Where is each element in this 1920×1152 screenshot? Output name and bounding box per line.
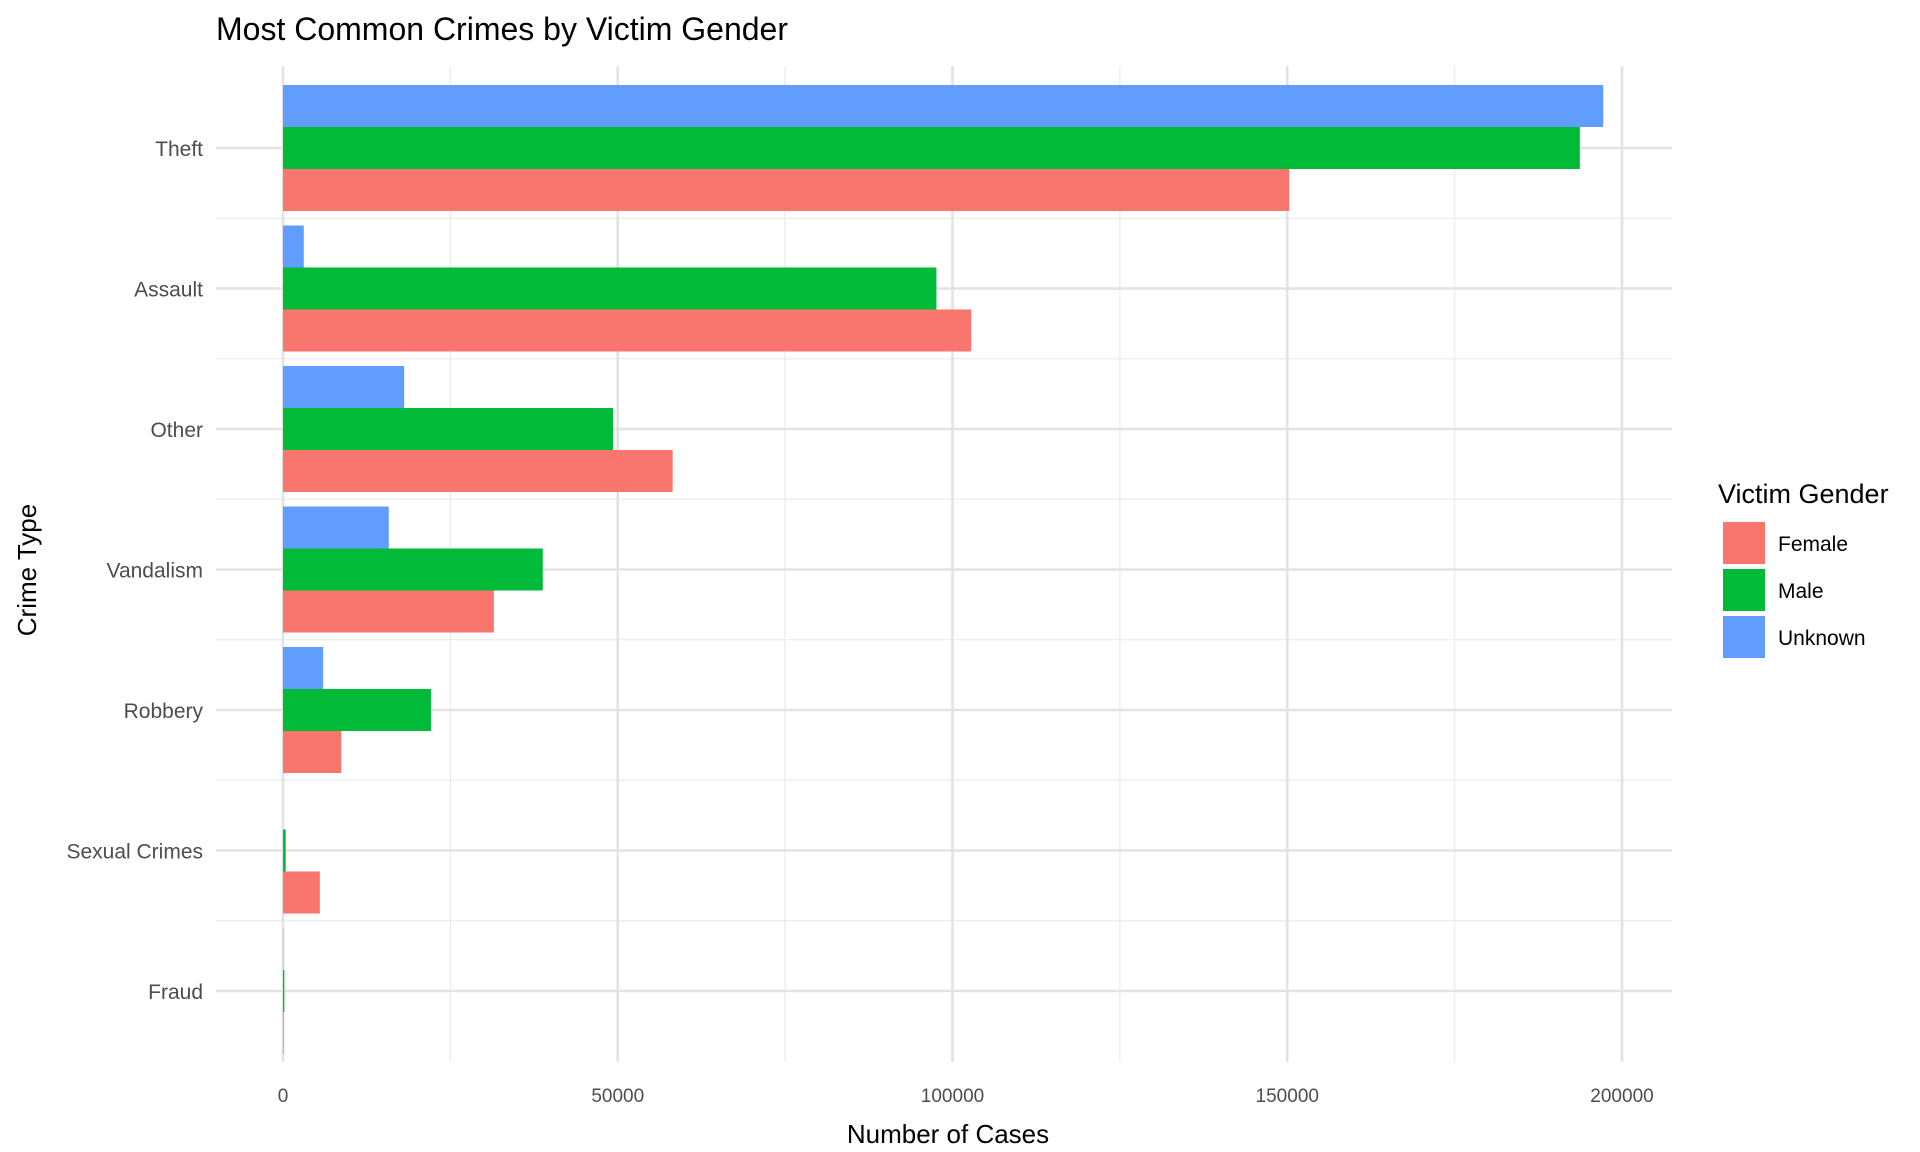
legend-key-female [1723, 522, 1765, 564]
bar-unknown-other [283, 366, 405, 408]
bar-male-assault [283, 267, 937, 310]
x-tick-label: 200000 [1590, 1086, 1653, 1107]
legend-title: Victim Gender [1718, 479, 1889, 509]
bars [283, 85, 1604, 1054]
legend-key-unknown [1723, 616, 1765, 658]
minor-gridlines [216, 66, 1672, 1062]
bar-male-vandalism [283, 548, 543, 591]
legend-key-male [1723, 569, 1765, 611]
bar-female-fraud [283, 1012, 284, 1054]
bar-male-robbery [283, 689, 431, 731]
bar-unknown-theft [283, 85, 1604, 127]
bar-male-fraud [283, 970, 285, 1012]
y-tick-label: Fraud [148, 981, 203, 1004]
x-tick-label: 50000 [591, 1086, 644, 1107]
bar-male-theft [283, 127, 1580, 169]
bar-female-theft [283, 169, 1290, 211]
legend: Victim Gender Female Male Unknown [1718, 479, 1889, 658]
bar-female-vandalism [283, 590, 494, 633]
legend-label-unknown: Unknown [1778, 627, 1866, 650]
y-axis-ticks: Fraud Sexual Crimes Robbery Vandalism Other A… [66, 138, 203, 1004]
bar-unknown-vandalism [283, 506, 389, 549]
bar-female-sexual-crimes [283, 871, 320, 914]
y-tick-label: Robbery [124, 700, 204, 723]
x-axis-title: Number of Cases [847, 1119, 1049, 1149]
bar-female-assault [283, 309, 972, 352]
x-axis-ticks: 0 50000 100000 150000 200000 [278, 1086, 1654, 1107]
y-tick-label: Other [150, 419, 203, 442]
y-tick-label: Vandalism [107, 560, 204, 583]
bar-male-other [283, 408, 614, 450]
x-tick-label: 0 [278, 1086, 289, 1107]
y-tick-label: Assault [134, 279, 203, 302]
bar-unknown-assault [283, 225, 304, 268]
chart-title: Most Common Crimes by Victim Gender [216, 11, 788, 47]
bar-female-robbery [283, 731, 342, 773]
bar-female-other [283, 450, 673, 492]
legend-items: Female Male Unknown [1723, 522, 1866, 658]
legend-label-male: Male [1778, 580, 1824, 603]
y-axis-title: Crime Type [12, 504, 42, 636]
legend-label-female: Female [1778, 533, 1848, 556]
y-tick-label: Theft [155, 138, 203, 161]
bar-male-sexual-crimes [283, 829, 286, 872]
x-tick-label: 100000 [921, 1086, 984, 1107]
y-tick-label: Sexual Crimes [66, 841, 203, 864]
bar-unknown-robbery [283, 647, 324, 689]
x-tick-label: 150000 [1256, 1086, 1319, 1107]
